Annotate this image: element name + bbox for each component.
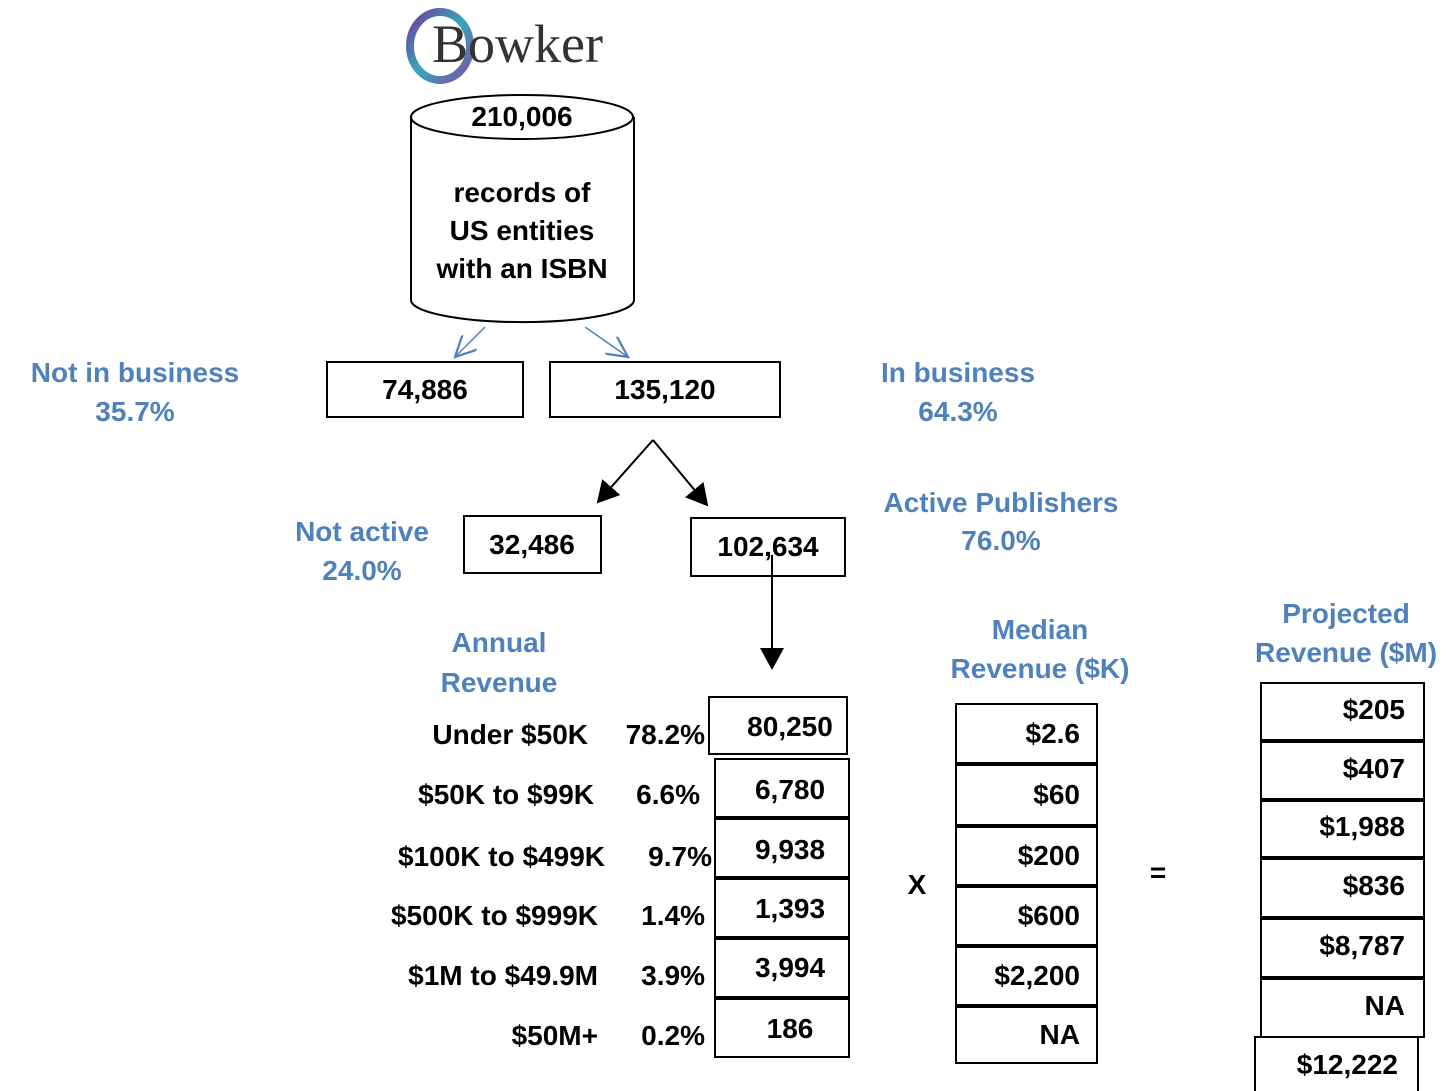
row-share: 9.7% — [648, 841, 712, 872]
database-description: US entities — [449, 215, 595, 246]
split-percent: 64.3% — [918, 396, 998, 427]
heading: Median — [991, 614, 1089, 645]
projected-box — [1260, 800, 1425, 858]
logo-ring — [406, 8, 474, 84]
cylinder-body — [410, 117, 635, 324]
median-box — [955, 764, 1098, 826]
database-description: records of — [453, 177, 591, 208]
heading: Revenue ($M) — [1254, 637, 1438, 668]
database-count: 210,006 — [471, 101, 573, 132]
count-box — [463, 515, 602, 574]
row-median: $2,200 — [994, 960, 1080, 991]
count-box — [714, 878, 850, 938]
split-label: In business — [880, 357, 1036, 388]
operator: = — [1149, 857, 1167, 888]
heading: Revenue ($K) — [950, 653, 1130, 684]
count-box — [326, 361, 524, 418]
projected-box — [1260, 741, 1425, 800]
row-share: 78.2% — [625, 719, 705, 750]
row-median: $200 — [1017, 840, 1080, 871]
row-median: $600 — [1017, 900, 1080, 931]
row-band: $50M+ — [511, 1020, 598, 1051]
row-band: $1M to $49.9M — [408, 960, 598, 991]
row-projected: $407 — [1342, 752, 1405, 784]
total-box — [1254, 1036, 1419, 1091]
median-box — [955, 1006, 1098, 1064]
row-band: $50K to $99K — [418, 779, 594, 810]
database-description: with an ISBN — [436, 253, 608, 284]
count-box — [714, 758, 850, 818]
projected-box — [1260, 682, 1425, 741]
row-band: $100K to $499K — [397, 841, 605, 872]
logo: Bowker — [432, 14, 603, 74]
row-share: 3.9% — [641, 960, 705, 991]
median-box — [955, 703, 1098, 764]
count-box — [549, 361, 781, 418]
cylinder-top — [410, 94, 634, 140]
row-count: 3,994 — [754, 952, 826, 983]
row-projected: $8,787 — [1319, 930, 1405, 961]
arrow — [652, 439, 709, 507]
projected-box — [1260, 858, 1425, 918]
row-median: NA — [1039, 1019, 1080, 1050]
row-share: 1.4% — [641, 900, 705, 931]
heading: Annual — [451, 627, 547, 658]
row-share: 6.6% — [636, 779, 700, 810]
heading: Revenue — [440, 667, 558, 698]
projected-box — [1260, 918, 1425, 978]
row-count: 1,393 — [754, 893, 826, 924]
count-box — [708, 696, 848, 755]
split-percent: 35.7% — [95, 396, 175, 427]
arrow — [596, 439, 654, 504]
row-band: $500K to $999K — [390, 900, 598, 931]
operator: X — [907, 869, 927, 900]
median-box — [955, 886, 1098, 946]
split-label: Not active — [295, 516, 429, 547]
count-box — [690, 517, 846, 577]
split-percent: 76.0% — [961, 525, 1041, 556]
row-count: 9,938 — [754, 834, 826, 865]
row-median: $2.6 — [1025, 717, 1081, 749]
row-projected: $1,988 — [1319, 811, 1405, 842]
median-box — [955, 826, 1098, 886]
count-box — [714, 938, 850, 998]
row-count: 6,780 — [754, 774, 826, 805]
split-label: Not in business — [30, 357, 240, 388]
count-box — [714, 998, 850, 1058]
row-share: 0.2% — [641, 1020, 705, 1051]
row-projected: $836 — [1342, 870, 1405, 901]
row-projected: $205 — [1342, 693, 1405, 725]
median-box — [955, 946, 1098, 1006]
count: 74,886 — [382, 374, 468, 405]
row-count: 186 — [766, 1013, 814, 1044]
total: $12,222 — [1296, 1049, 1398, 1080]
count: 32,486 — [489, 529, 575, 560]
arrow — [455, 326, 486, 357]
row-count: 80,250 — [747, 711, 833, 742]
heading: Projected — [1282, 598, 1410, 629]
count: 102,634 — [717, 531, 819, 562]
split-label: Active Publishers — [883, 487, 1119, 518]
arrow — [584, 326, 628, 357]
row-median: $60 — [1033, 779, 1080, 810]
count-box — [714, 818, 850, 878]
split-percent: 24.0% — [322, 555, 402, 586]
row-projected: NA — [1364, 990, 1405, 1021]
count: 135,120 — [614, 374, 716, 405]
row-band: Under $50K — [432, 719, 588, 750]
